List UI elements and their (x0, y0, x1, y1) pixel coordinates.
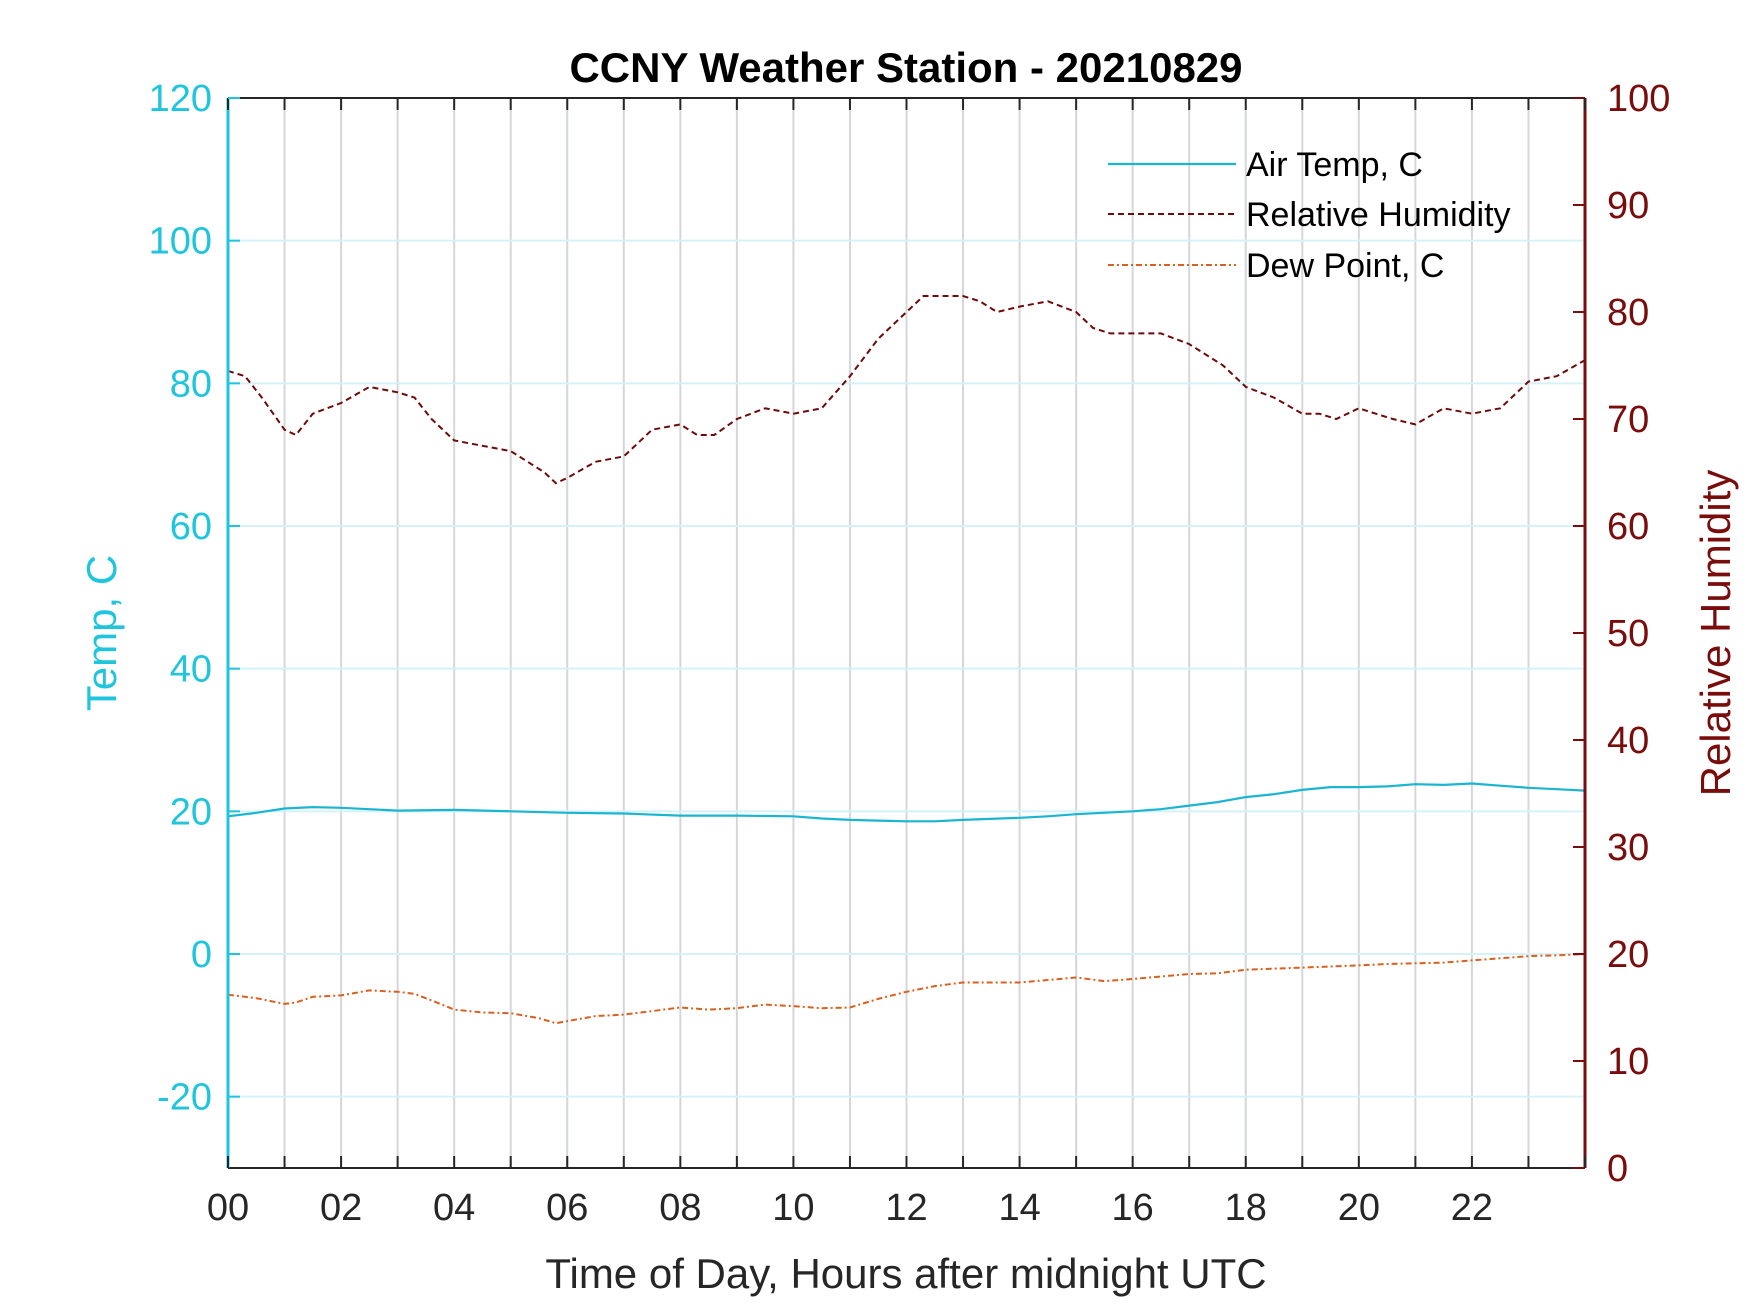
y-right-tick-label: 90 (1607, 185, 1649, 227)
series-line-2 (227, 953, 1586, 1025)
y-axis-right-label: Relative Humidity (1692, 470, 1739, 797)
x-tick-label: 04 (433, 1187, 475, 1229)
y-left-tick-label: 80 (170, 363, 212, 405)
y-left-tick-label: 40 (170, 649, 212, 691)
legend-label-0: Air Temp, C (1246, 146, 1423, 184)
y-axis-left-label: Temp, C (78, 555, 125, 711)
x-tick-label: 00 (207, 1187, 249, 1229)
x-tick-label: 16 (1112, 1187, 1154, 1229)
y-right-tick-label: 70 (1607, 399, 1649, 441)
legend: Air Temp, C Relative Humidity Dew Point, C (1108, 146, 1511, 285)
y-right-tick-label: 50 (1607, 613, 1649, 655)
y-right-tick-label: 40 (1607, 720, 1649, 762)
x-tick-label: 06 (546, 1187, 588, 1229)
legend-label-2: Dew Point, C (1246, 247, 1444, 285)
y-left-tick-label: 60 (170, 506, 212, 548)
x-tick-label: 10 (772, 1187, 814, 1229)
y-right-tick-label: 60 (1607, 506, 1649, 548)
y-left-tick-label: 20 (170, 791, 212, 833)
grid (228, 98, 1585, 1168)
series-group (227, 295, 1586, 1025)
y-left-tick-label: 120 (149, 78, 212, 120)
y-left-tick-label: 100 (149, 221, 212, 263)
y-right-tick-label: 10 (1607, 1041, 1649, 1083)
y-right-tick-label: 30 (1607, 827, 1649, 869)
y-right-tick-label: 20 (1607, 934, 1649, 976)
tick-labels: 00 02 04 06 08 10 12 14 16 18 20 22-200204060801001… (149, 78, 1671, 1229)
x-tick-label: 02 (320, 1187, 362, 1229)
x-tick-label: 08 (659, 1187, 701, 1229)
series-line-1 (227, 295, 1586, 485)
x-tick-label: 22 (1451, 1187, 1493, 1229)
series-line-0 (227, 782, 1586, 823)
y-right-tick-label: 80 (1607, 292, 1649, 334)
x-tick-label: 12 (885, 1187, 927, 1229)
x-tick-label: 18 (1225, 1187, 1267, 1229)
y-left-tick-label: -20 (157, 1077, 212, 1119)
chart-title: CCNY Weather Station - 20210829 (569, 44, 1242, 91)
x-tick-label: 14 (998, 1187, 1040, 1229)
x-tick-label: 20 (1338, 1187, 1380, 1229)
x-axis-label: Time of Day, Hours after midnight UTC (545, 1250, 1266, 1297)
y-right-tick-label: 0 (1607, 1148, 1628, 1190)
axes (226, 97, 1587, 1169)
y-left-tick-label: 0 (191, 934, 212, 976)
y-right-tick-label: 100 (1607, 78, 1670, 120)
legend-label-1: Relative Humidity (1246, 196, 1511, 234)
